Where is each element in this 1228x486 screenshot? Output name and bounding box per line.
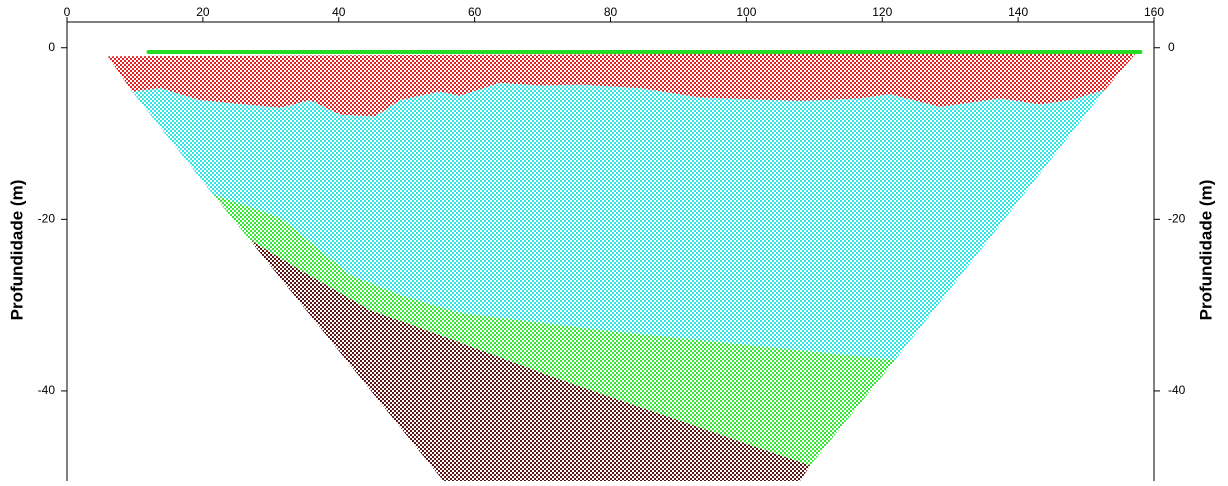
y-tick-label-right: -40 (1168, 383, 1186, 397)
layer (132, 82, 1106, 361)
layer (249, 239, 811, 481)
y-tick-label-right: 0 (1168, 40, 1175, 54)
y-tick-label: -40 (38, 383, 56, 397)
y-axis-title: Profundidade (m) (7, 180, 26, 321)
y-tick-label: 0 (48, 40, 55, 54)
x-tick-label: 100 (736, 5, 756, 19)
y-tick-label: -20 (38, 211, 56, 225)
x-tick-label: 80 (604, 5, 618, 19)
layer (107, 52, 1138, 117)
layer (213, 194, 896, 466)
y-axis-title-right: Profundidade (m) (1196, 180, 1215, 321)
x-tick-label: 140 (1008, 5, 1028, 19)
x-tick-label: 120 (872, 5, 892, 19)
y-tick-label-right: -20 (1168, 211, 1186, 225)
x-tick-label: 0 (64, 5, 71, 19)
x-tick-label: 160 (1144, 5, 1164, 19)
x-tick-label: 60 (468, 5, 482, 19)
x-tick-label: 40 (332, 5, 346, 19)
x-tick-label: 20 (196, 5, 210, 19)
